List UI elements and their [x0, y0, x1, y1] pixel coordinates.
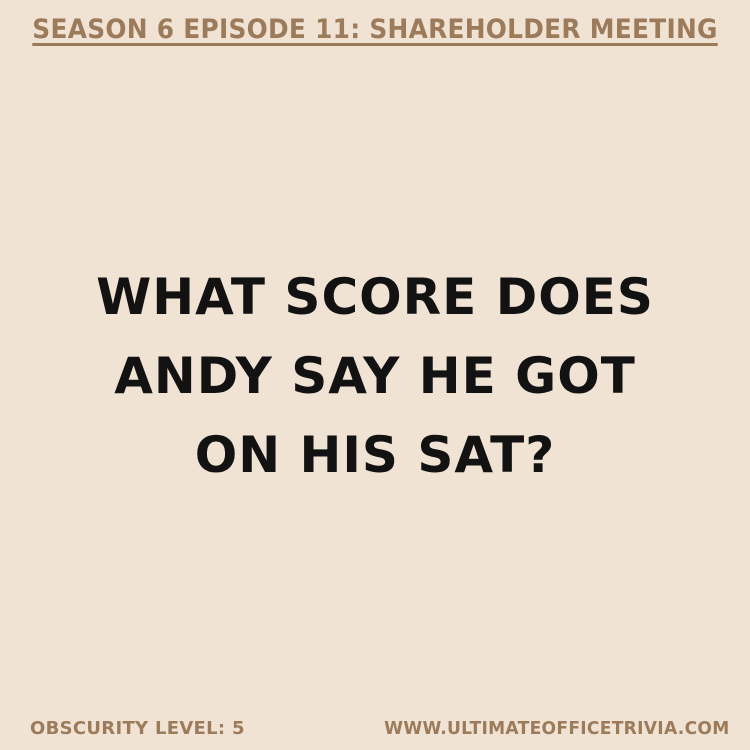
episode-title: SEASON 6 EPISODE 11: SHAREHOLDER MEETING [32, 14, 718, 45]
question-line-2: ANDY SAY HE GOT [114, 347, 636, 405]
website-url: WWW.ULTIMATEOFFICETRIVIA.COM [384, 718, 730, 739]
obscurity-level: OBSCURITY LEVEL: 5 [30, 718, 245, 739]
question-line-1: WHAT SCORE DOES [96, 268, 654, 326]
question-line-3: ON HIS SAT? [194, 426, 556, 484]
trivia-question: WHAT SCORE DOES ANDY SAY HE GOT ON HIS S… [40, 258, 710, 495]
